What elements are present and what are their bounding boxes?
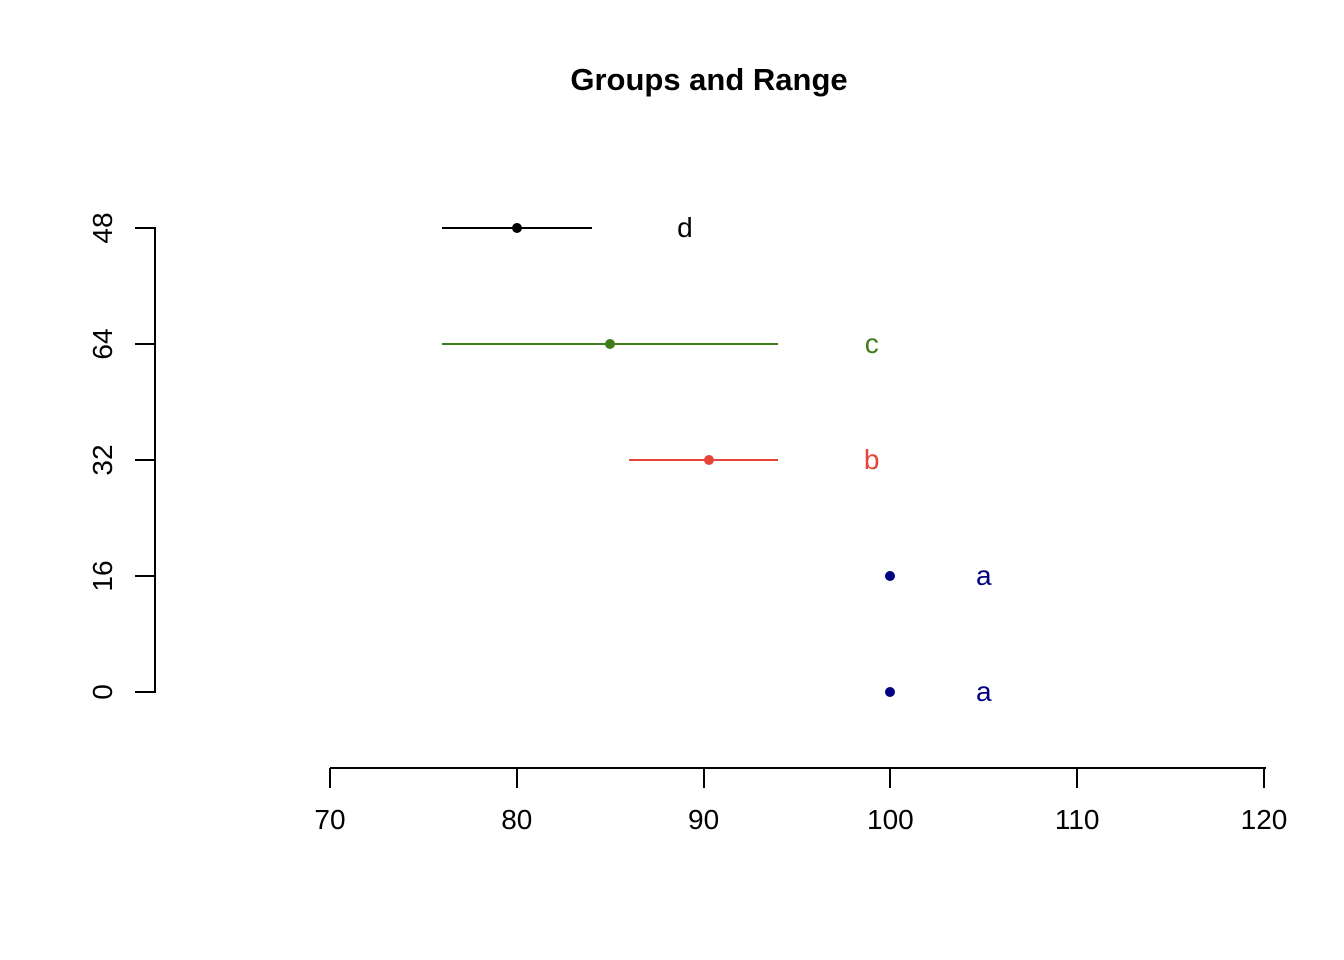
x-tick: [1263, 768, 1265, 788]
data-point: [704, 455, 715, 465]
x-tick: [329, 768, 331, 788]
x-tick-label: 100: [867, 804, 914, 835]
y-axis-line: [154, 227, 156, 693]
y-tick-label: 0: [87, 684, 118, 700]
group-label: d: [677, 212, 693, 243]
data-point: [885, 687, 896, 697]
x-tick: [515, 768, 518, 788]
x-tick: [1076, 768, 1079, 788]
group-label: c: [864, 328, 879, 359]
data-point: [605, 339, 616, 349]
group-label: a: [976, 560, 992, 591]
x-tick-label: 120: [1240, 804, 1288, 835]
y-tick-label: 16: [87, 560, 118, 592]
group-label: a: [976, 676, 992, 707]
y-tick: [135, 575, 155, 577]
x-tick: [702, 768, 705, 788]
y-tick-label: 48: [87, 212, 118, 244]
group-label: b: [863, 444, 880, 475]
x-tick-label: 70: [314, 804, 346, 835]
y-tick: [135, 691, 155, 693]
data-point: [511, 223, 522, 233]
data-point: [885, 571, 896, 581]
x-tick-label: 90: [688, 804, 720, 835]
range-line: [628, 459, 779, 461]
chart-title: Groups and Range: [570, 62, 848, 97]
x-axis-line: [330, 767, 1266, 769]
x-tick: [889, 768, 892, 788]
x-tick-label: 80: [501, 804, 533, 835]
x-tick-label: 110: [1054, 804, 1100, 835]
y-tick: [135, 343, 155, 345]
y-tick-label: 32: [87, 444, 118, 476]
y-tick: [135, 227, 155, 229]
y-tick-label: 64: [87, 328, 118, 360]
y-tick: [135, 459, 155, 461]
